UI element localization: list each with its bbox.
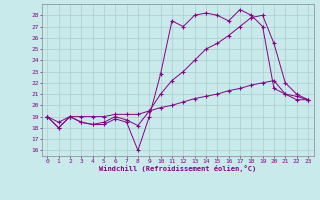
X-axis label: Windchill (Refroidissement éolien,°C): Windchill (Refroidissement éolien,°C) [99,165,256,172]
